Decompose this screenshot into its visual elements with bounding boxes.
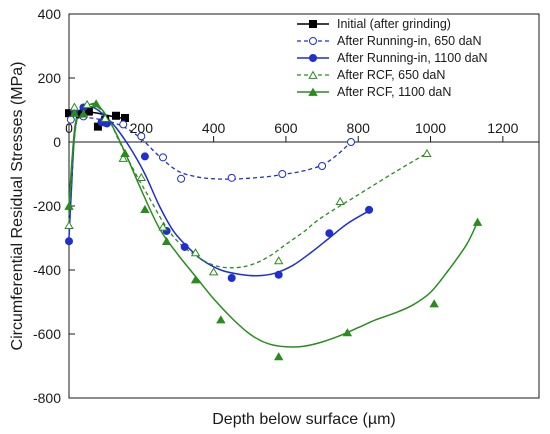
data-point-after-rcf-650-dan [190, 248, 201, 257]
data-point-initial-after-grinding [112, 111, 120, 120]
x-tick-label: 800 [347, 120, 371, 136]
series-line-after-rcf-650-dan [68, 103, 428, 269]
data-point-after-rcf-1100-dan [190, 275, 201, 284]
legend-marker-after-running-in-650-dan [309, 37, 317, 45]
data-point-after-rcf-1100-dan [472, 217, 483, 226]
data-point-after-rcf-1100-dan [69, 108, 80, 118]
legend-label-after-rcf-650-dan: After RCF, 650 daN [337, 68, 445, 82]
data-point-after-rcf-1100-dan [91, 99, 101, 108]
data-point-after-running-in-1100-dan [274, 270, 283, 279]
data-point-after-running-in-1100-dan [227, 274, 236, 282]
legend: Initial (after grinding) After Running-in… [297, 17, 488, 99]
data-point-after-running-in-650-dan [137, 132, 146, 141]
data-point-initial-after-grinding [84, 107, 93, 116]
x-tick-label: 200 [130, 120, 154, 136]
y-tick-label: -800 [33, 390, 61, 406]
data-point-initial-after-grinding [121, 114, 130, 122]
data-point-after-running-in-650-dan [347, 138, 355, 146]
data-point-after-rcf-650-dan [158, 222, 168, 231]
x-tick-label: 400 [202, 120, 226, 136]
data-point-after-rcf-650-dan [273, 256, 284, 265]
legend-marker-after-rcf-650-dan [308, 70, 318, 79]
data-point-after-rcf-650-dan [64, 220, 74, 230]
y-tick-label: 400 [38, 6, 62, 22]
series-line-after-rcf-1100-dan [68, 102, 479, 348]
data-point-after-rcf-650-dan [118, 153, 128, 162]
y-tick-label: 200 [38, 70, 62, 86]
legend-label-initial-after-grinding: Initial (after grinding) [337, 17, 451, 31]
x-tick-label: 1000 [415, 120, 446, 136]
x-tick-label: 600 [274, 120, 298, 136]
x-tick-label: 0 [65, 120, 73, 136]
data-point-after-running-in-1100-dan [325, 229, 334, 238]
legend-marker-after-rcf-1100-dan [308, 87, 318, 96]
data-point-after-running-in-1100-dan [140, 152, 149, 161]
plot-area [68, 13, 540, 399]
data-point-after-rcf-650-dan [422, 148, 432, 158]
y-tick-label: 0 [53, 134, 61, 150]
data-point-after-rcf-1100-dan [216, 315, 226, 324]
data-point-after-rcf-1100-dan [78, 109, 89, 118]
curves-layer [68, 102, 479, 348]
tick-labels-layer: 0 200 400 600 800 1000 1200 400 200 0 -200 -400 -600… [33, 6, 519, 406]
data-point-after-rcf-1100-dan [140, 204, 150, 214]
data-point-after-rcf-1100-dan [342, 328, 353, 337]
y-tick-label: -200 [33, 198, 61, 214]
series-line-after-running-in-650-dan [68, 116, 352, 180]
data-point-after-rcf-1100-dan [120, 148, 130, 158]
data-point-after-rcf-1100-dan [161, 236, 172, 246]
data-point-after-rcf-650-dan [82, 99, 92, 109]
data-point-after-rcf-650-dan [208, 267, 219, 276]
data-point-after-rcf-1100-dan [273, 352, 284, 361]
data-point-after-running-in-650-dan [159, 153, 167, 162]
x-tick-label: 1200 [487, 120, 518, 136]
data-point-after-rcf-650-dan [136, 172, 147, 182]
plot-frame [68, 13, 540, 399]
data-point-after-running-in-1100-dan [65, 237, 73, 246]
markers-layer [64, 99, 483, 361]
data-point-after-running-in-650-dan [119, 120, 128, 129]
data-point-after-rcf-1100-dan [429, 299, 439, 308]
data-point-after-running-in-650-dan [278, 170, 287, 178]
data-point-after-rcf-1100-dan [64, 201, 74, 210]
data-point-after-rcf-650-dan [100, 113, 110, 122]
legend-marker-initial-after-grinding [309, 20, 317, 28]
data-point-after-running-in-650-dan [227, 173, 236, 182]
y-tick-label: -400 [33, 262, 61, 278]
y-axis-title: Circumferential Residual Stresses (MPa) [9, 62, 26, 351]
legend-label-after-running-in-1100-dan: After Running-in, 1100 daN [337, 51, 488, 65]
data-point-after-running-in-1100-dan [365, 205, 374, 214]
legend-label-after-rcf-1100-dan: After RCF, 1100 daN [337, 85, 451, 99]
legend-label-after-running-in-650-dan: After Running-in, 650 daN [337, 34, 482, 48]
y-tick-label: -600 [33, 326, 61, 342]
data-point-after-running-in-650-dan [177, 174, 186, 183]
data-point-after-rcf-650-dan [335, 196, 345, 206]
legend-marker-after-running-in-1100-dan [309, 54, 317, 62]
data-point-after-running-in-650-dan [318, 162, 327, 170]
data-point-after-running-in-1100-dan [180, 242, 189, 251]
x-axis-title: Depth below surface (µm) [212, 411, 396, 428]
